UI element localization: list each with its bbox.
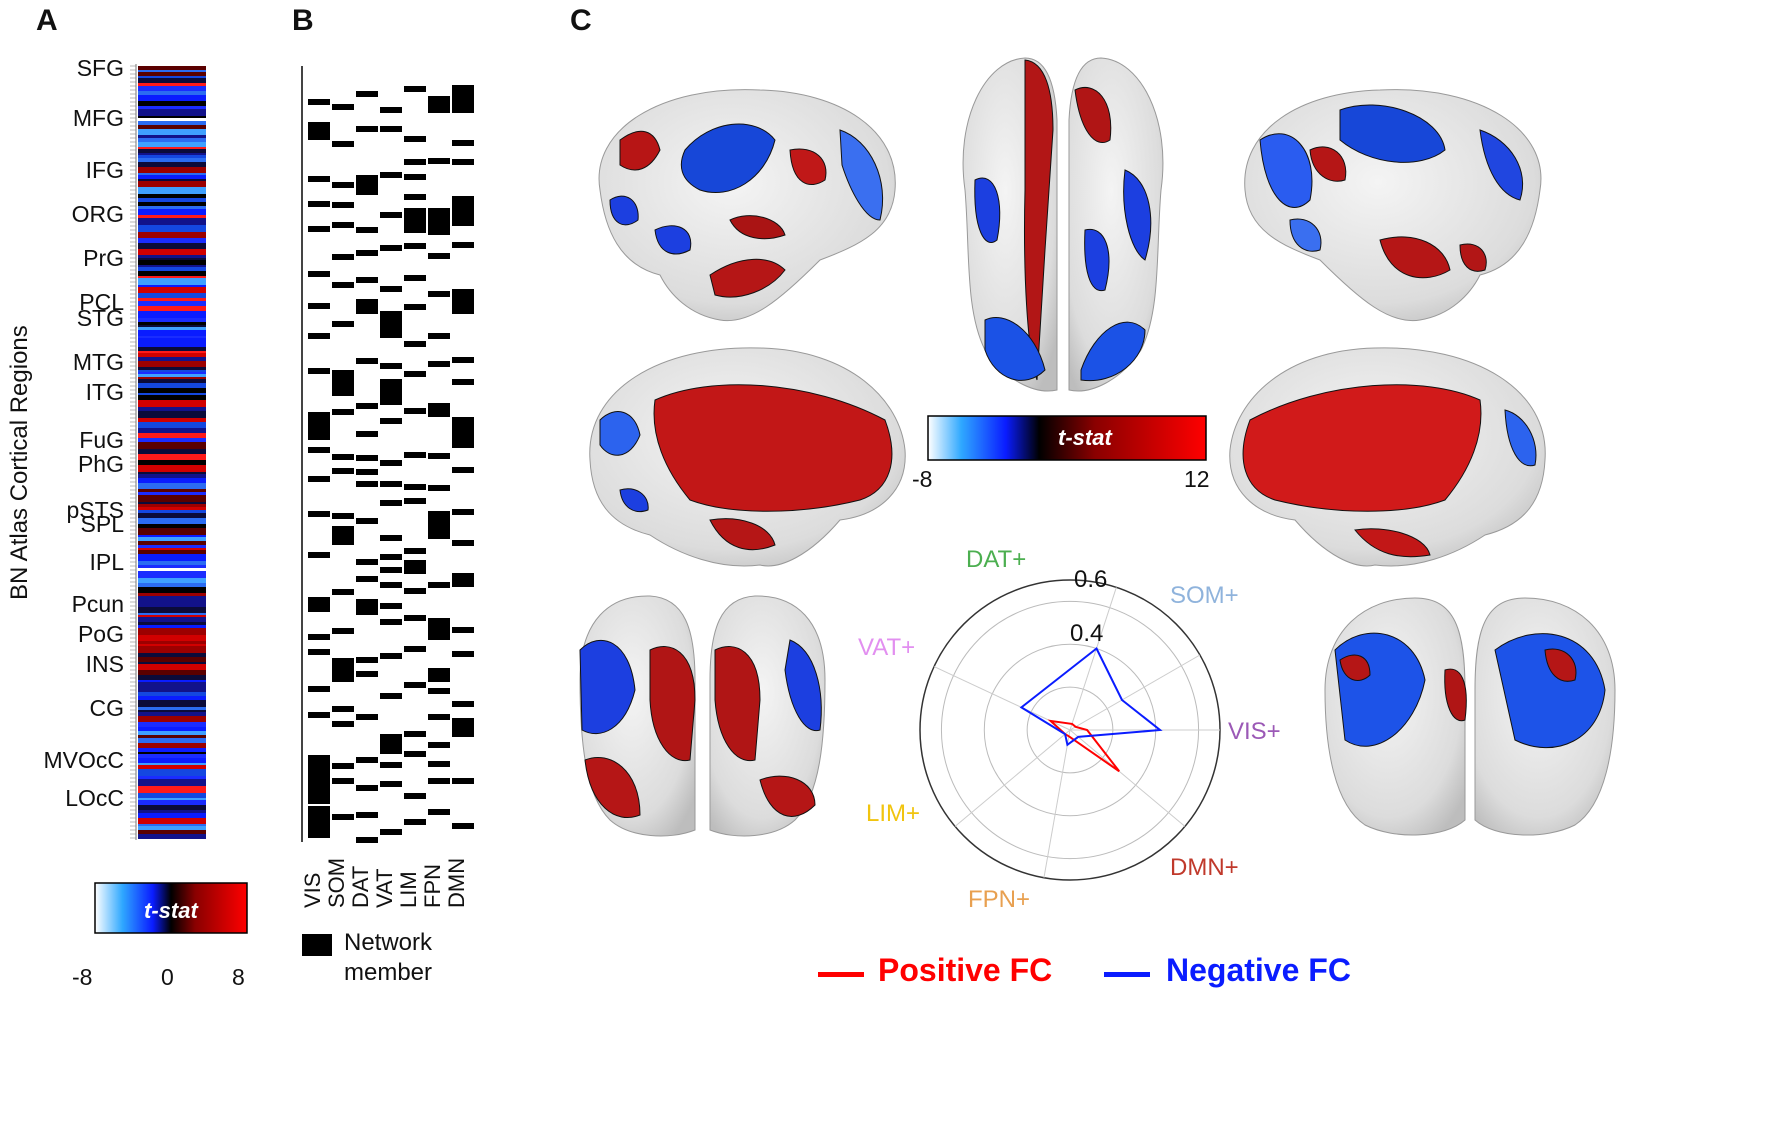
region-label-prg: PrG: [83, 245, 124, 271]
panel-a-letter: A: [36, 4, 58, 37]
region-label-pcun: Pcun: [71, 591, 124, 617]
strip-cells: [138, 66, 206, 839]
region-label-itg: ITG: [85, 379, 124, 405]
region-label-cg: CG: [89, 695, 125, 721]
region-label-ipl: IPL: [89, 549, 124, 575]
legend-positive-label: Positive FC: [878, 952, 1053, 988]
network-member-legend: Network member: [344, 928, 432, 988]
radar-axis-label-fpn: FPN+: [968, 886, 1031, 913]
panel-a-colorbar-label: t-stat: [144, 898, 198, 923]
region-label-pcl: PCL: [79, 289, 124, 315]
region-label-stg: STG: [76, 305, 124, 331]
panel-c-colorbar-label: t-stat: [1058, 425, 1112, 450]
region-tstat-strip: [130, 64, 206, 840]
radar-axis-label-dat: DAT+: [966, 546, 1027, 573]
brain-lateral-right: [1244, 89, 1542, 322]
panel-a-cbar-tick-mid: 0: [161, 964, 174, 990]
strip-axis: [130, 64, 137, 840]
panel-a-cbar-tick-min: -8: [72, 964, 93, 990]
region-label-pog: PoG: [77, 621, 124, 647]
radar-chart: [919, 579, 1221, 881]
panel-c-cbar-min: -8: [912, 466, 933, 492]
radar-series: [1019, 646, 1163, 773]
radar-axis-label-vat: VAT+: [858, 634, 916, 661]
brain-superior: [962, 57, 1164, 392]
radar-axis-label-lim: LIM+: [866, 800, 921, 827]
member-cells: [308, 85, 474, 843]
radar-series-negative: [1019, 646, 1163, 747]
radar-ring-label-outer: 0.6: [1074, 566, 1108, 593]
brain-medial-left: [589, 347, 906, 567]
radar-axis-label-som: SOM+: [1170, 582, 1239, 609]
brain-views: [579, 57, 1616, 837]
network-label-dmn: DMN: [444, 857, 469, 908]
legend-negative-line: [1104, 972, 1150, 977]
panel-b-letter: B: [292, 4, 314, 37]
region-label-spl: SPL: [80, 511, 124, 537]
region-label-mvocc: MVOcC: [43, 747, 125, 773]
legend-positive-line: [818, 972, 864, 977]
panel-c-letter: C: [570, 4, 592, 37]
region-label-org: ORG: [71, 201, 124, 227]
network-member-swatch: [302, 934, 332, 956]
panel-a-colorbar: [94, 882, 248, 934]
radar-axis-label-dmn: DMN+: [1170, 854, 1239, 881]
brain-posterior: [579, 595, 826, 837]
legend-line-2: member: [344, 959, 433, 986]
brain-medial-right: [1229, 347, 1546, 567]
panel-a-cbar-tick-max: 8: [232, 964, 245, 990]
network-label-som: SOM: [324, 857, 349, 908]
region-label-phg: PhG: [77, 451, 124, 477]
network-label-dat: DAT: [348, 865, 373, 908]
radar-ring-label-inner: 0.4: [1070, 620, 1104, 647]
region-label-sfg: SFG: [76, 55, 124, 81]
region-label-fug: FuG: [79, 427, 124, 453]
region-label-ifg: IFG: [85, 157, 124, 183]
network-label-fpn: FPN: [420, 864, 445, 908]
panel-c-cbar-max: 12: [1184, 466, 1210, 492]
region-label-mfg: MFG: [72, 105, 124, 131]
region-label-mtg: MTG: [72, 349, 124, 375]
region-label-locc: LOcC: [65, 785, 124, 811]
region-label-ins: INS: [85, 651, 124, 677]
radar-axis-label-vis: VIS+: [1228, 718, 1281, 745]
network-membership-matrix: [301, 66, 474, 843]
panel-c-colorbar: [927, 415, 1207, 461]
network-label-lim: LIM: [396, 871, 421, 908]
network-label-vat: VAT: [372, 868, 397, 908]
brain-lateral-left: [598, 89, 896, 322]
brain-anterior: [1324, 597, 1616, 836]
network-label-vis: VIS: [300, 872, 325, 908]
legend-line-1: Network: [344, 929, 433, 956]
legend-negative-label: Negative FC: [1166, 952, 1351, 988]
region-label-psts: pSTS: [66, 497, 124, 523]
radar-series-positive: [1047, 719, 1120, 773]
